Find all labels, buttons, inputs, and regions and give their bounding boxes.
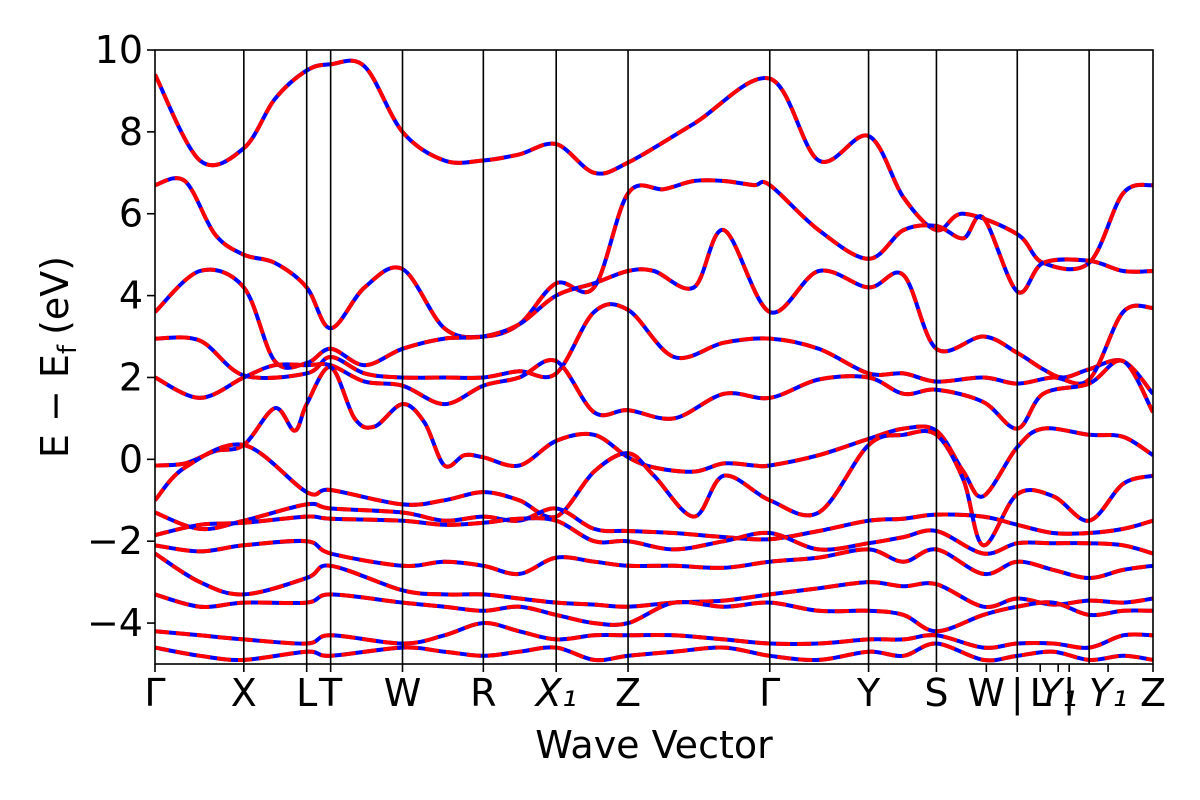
x-tick-label: Y: [856, 671, 881, 715]
x-tick-label: Y₁: [1039, 671, 1077, 715]
bands-layer: [155, 58, 1153, 663]
x-tick-label: Z: [1140, 671, 1166, 715]
y-axis-title-main: E − E: [33, 354, 77, 458]
x-tick-label: L: [1030, 671, 1051, 715]
band-line-blue-0: [155, 58, 1153, 272]
band-line-blue-6: [155, 429, 1153, 548]
x-tick-label: X: [231, 671, 257, 715]
band-line-red-5: [155, 365, 1153, 499]
y-tick-label: 0: [119, 437, 143, 481]
band-line-blue-1: [155, 176, 1153, 340]
x-tick-label: S: [924, 671, 948, 715]
kpoint-lines: [243, 50, 1090, 664]
x-tick-label: R: [470, 671, 496, 715]
x-tick-label: |: [1011, 671, 1024, 716]
y-tick-label: 8: [119, 110, 143, 154]
band-line-red-0: [155, 58, 1153, 272]
x-tick-label: W: [384, 671, 422, 715]
band-line-blue-10: [155, 551, 1153, 610]
band-line-red-1: [155, 176, 1153, 340]
y-axis-title: E − Ef (eV): [33, 256, 83, 458]
x-axis-title: Wave Vector: [535, 723, 773, 767]
band-line-red-4: [155, 357, 1153, 431]
y-tick-label: −2: [87, 519, 143, 563]
band-line-red-2: [155, 228, 1153, 396]
y-tick-label: −4: [87, 601, 143, 645]
band-line-blue-11: [155, 592, 1153, 634]
band-line-red-3: [155, 302, 1153, 386]
x-tick-label: T: [318, 671, 343, 715]
x-tick-label: L: [296, 671, 317, 715]
x-tick-label: Z: [615, 671, 641, 715]
band-line-red-7: [155, 501, 1153, 542]
y-tick-label: 2: [119, 355, 143, 399]
y-axis-title-sub: f: [53, 344, 83, 354]
plot-frame: [154, 49, 1154, 665]
x-tick-label: Γ: [759, 671, 780, 715]
x-tick-label: Y₁: [1089, 671, 1127, 715]
band-line-red-11: [155, 592, 1153, 634]
x-tick-label: W: [968, 671, 1006, 715]
band-line-blue-2: [155, 228, 1153, 396]
y-tick-label: 4: [119, 274, 143, 318]
y-tick-label: 10: [95, 28, 143, 72]
band-line-red-6: [155, 429, 1153, 548]
x-tick-label: |: [1063, 671, 1076, 716]
x-tick-label: Γ: [144, 671, 165, 715]
x-axis: Γ X L T W R X₁ Z Γ Y S W | LY₁| Y₁ Z: [144, 664, 1166, 716]
y-axis: −4 −2 0 2 4 6 8 10: [87, 28, 155, 645]
y-tick-label: 6: [119, 192, 143, 236]
x-tick-label: X₁: [534, 671, 577, 715]
y-axis-title-unit: (eV): [33, 256, 77, 335]
